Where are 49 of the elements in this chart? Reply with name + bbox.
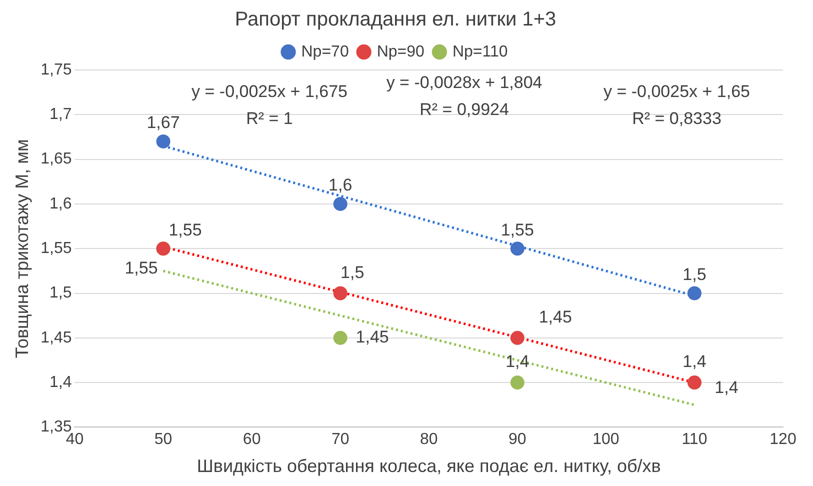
x-tick-label: 60: [242, 431, 261, 448]
x-tick-label: 50: [154, 431, 172, 448]
x-tick-label: 80: [420, 431, 438, 448]
y-tick-label: 1,45: [40, 329, 72, 346]
y-tick-label: 1,55: [40, 240, 72, 258]
x-tick-label: 40: [66, 431, 84, 448]
data-label: 1,4: [714, 378, 738, 398]
point: [687, 286, 702, 300]
point: [333, 196, 348, 211]
data-label: 1,55: [500, 220, 534, 240]
annotation: R² = 1: [246, 108, 293, 128]
point: [510, 242, 524, 256]
annotation: y = -0,0025x + 1,65: [604, 82, 750, 102]
data-label: 1,5: [340, 262, 364, 282]
y-tick-label: 1,75: [40, 61, 72, 78]
data-label: 1,6: [328, 176, 352, 195]
point: [333, 286, 348, 300]
x-tick-label: 110: [682, 431, 708, 448]
data-label: 1,55: [124, 258, 158, 278]
data-label: 1,4: [506, 352, 530, 372]
point: [510, 330, 524, 345]
point: [156, 134, 170, 148]
data-label: 1,5: [682, 264, 706, 284]
data-label: 1,45: [538, 308, 572, 327]
legend-label: Np=70: [301, 43, 349, 60]
x-axis-title: Швидкість обертання колеса, яке подає ел. нитку, об/хв: [196, 456, 661, 476]
y-tick-label: 1,6: [49, 195, 72, 212]
annotation: R² = 0,9924: [420, 100, 509, 119]
y-tick-label: 1,4: [49, 374, 72, 391]
x-tick-label: 100: [592, 431, 620, 448]
x-tick-label: 70: [331, 431, 350, 448]
chart-title: Рапорт прокладання ел. нитки 1+3: [234, 8, 556, 31]
y-tick-label: 1,5: [49, 284, 72, 302]
data-label: 1,55: [168, 220, 202, 240]
y-tick-label: 1,7: [49, 106, 72, 124]
y-tick-label: 1,65: [40, 150, 72, 168]
data-label: 1,45: [356, 328, 389, 347]
annotation: y = -0,0028x + 1,804: [386, 73, 542, 92]
legend-label: Np=110: [452, 43, 508, 60]
x-tick-label: 90: [508, 431, 526, 448]
x-tick-label: 120: [770, 431, 796, 448]
annotation: y = -0,0025x + 1,675: [192, 82, 348, 102]
annotation: R² = 0,8333: [632, 108, 722, 128]
data-label: 1,4: [682, 352, 706, 372]
point: [510, 376, 524, 390]
data-label: 1,67: [146, 113, 180, 132]
legend-label: Np=90: [376, 43, 425, 60]
y-axis-title: Товщина трикотажу М, мм: [12, 139, 32, 358]
point: [333, 330, 348, 345]
